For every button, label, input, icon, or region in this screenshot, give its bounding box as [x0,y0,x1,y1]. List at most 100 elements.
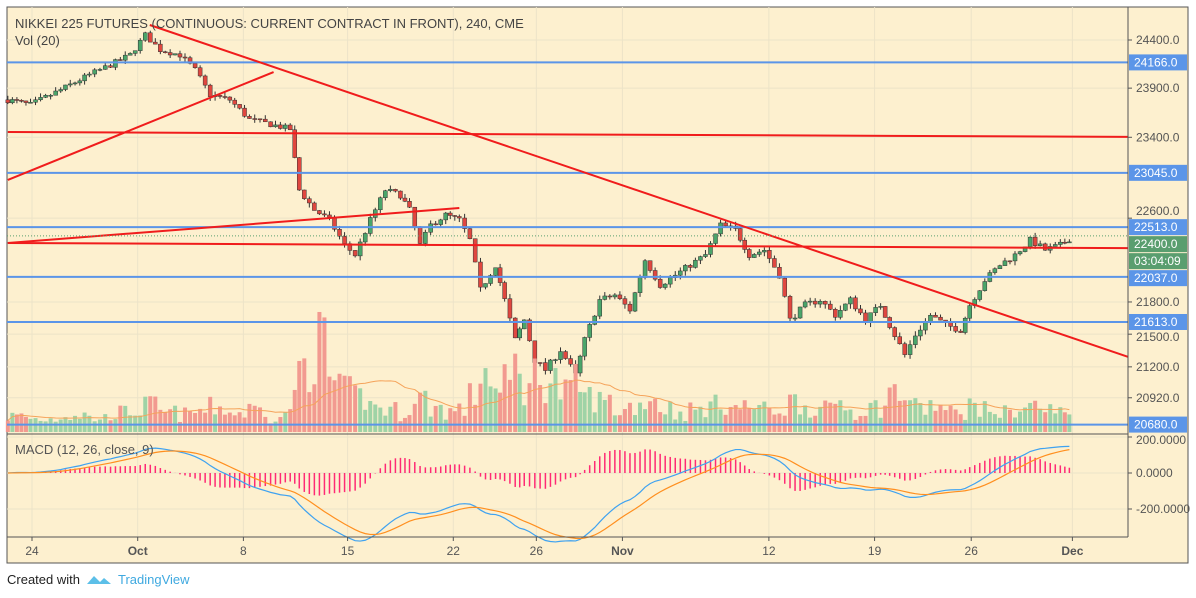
candle-down [652,270,658,280]
candle-up [483,283,488,288]
candle-down [222,96,228,98]
candle-down [627,303,633,312]
candle-up [127,53,133,56]
footer: Created with TradingView [7,572,190,587]
candle-up [113,59,118,68]
candle-down [23,100,29,103]
candle-up [378,197,383,211]
volume-bar [643,409,648,432]
candle-down [512,317,518,339]
volume-bar [1062,412,1067,432]
time-tick-label: 8 [240,544,247,558]
candle-down [263,118,268,123]
candle-up [703,254,708,257]
volume-bar [713,394,718,432]
volume-bar [498,392,503,432]
price-tick-label: 23900.0 [1136,81,1180,95]
volume-legend: Vol (20) [15,33,60,48]
candle-down [182,56,188,59]
volume-bar [1043,412,1048,432]
volume-bar [602,399,607,432]
volume-bar [788,394,793,432]
candle-down [407,201,412,208]
candle-down [1032,236,1038,246]
volume-bar [833,403,838,432]
volume-bar [673,419,678,432]
candle-down [647,260,653,271]
volume-bar [538,384,543,432]
candle-up [667,277,673,285]
candle-up [28,102,33,104]
candle-up [48,94,53,97]
level-price-label-bg [1129,313,1187,330]
volume-bar [193,413,198,432]
volume-bar [843,410,848,432]
candle-down [933,314,938,318]
candle-up [802,301,808,308]
candle-down [167,52,173,56]
candle-up [438,219,443,225]
candle-up [992,268,998,273]
volume-bar [478,383,483,432]
volume-bar [663,414,668,432]
volume-bar [592,412,597,432]
volume-bar [597,391,602,432]
volume-bar [582,392,587,432]
volume-bar [398,421,403,432]
candle-down [568,358,573,365]
volume-bar [923,414,928,432]
candle-down [163,51,168,53]
volume-bar [992,414,997,432]
candle-down [607,295,613,298]
volume-bar [738,409,743,432]
volume-bar [388,406,393,432]
volume-bar [617,415,622,432]
volume-bar [742,400,747,432]
candle-up [637,277,643,293]
volume-bar [473,404,478,432]
volume-bar [838,400,843,432]
candle-up [792,317,798,320]
candle-down [108,65,113,68]
time-tick-label: 19 [868,544,882,558]
tradingview-link[interactable]: TradingView [117,572,190,587]
volume-bar [183,407,188,432]
candle-up [68,83,73,86]
candle-down [882,306,888,318]
candle-up [553,359,558,361]
volume-bar [43,421,48,432]
volume-bar [373,404,378,432]
volume-bar [1002,405,1007,432]
candle-down [278,124,283,129]
volume-bar [38,420,43,432]
volume-bar [823,400,828,432]
candle-up [132,50,138,54]
candle-down [177,53,183,58]
time-tick-label: 26 [965,544,979,558]
volume-bar [708,401,713,432]
candle-up [582,337,587,357]
volume-bar [897,400,902,432]
candle-up [642,260,648,278]
trend-line [7,207,460,244]
volume-bar [378,407,383,432]
volume-bar [733,405,738,432]
bar-countdown-label-bg [1129,253,1187,270]
candle-down [452,215,458,217]
candle-up [1017,251,1023,255]
candle-down [257,118,263,121]
candle-up [38,97,43,101]
candle-up [283,124,288,129]
candle-up [597,299,603,317]
candle-up [762,250,767,253]
candle-down [202,75,208,86]
time-tick-label: Dec [1061,544,1083,558]
candle-down [302,189,307,199]
candle-down [158,43,163,52]
volume-bar [1067,414,1072,432]
candle-down [467,228,473,239]
macd-tick-label: 0.0000 [1136,466,1173,480]
candle-down [197,67,203,77]
level-price-label-bg [1129,416,1187,433]
